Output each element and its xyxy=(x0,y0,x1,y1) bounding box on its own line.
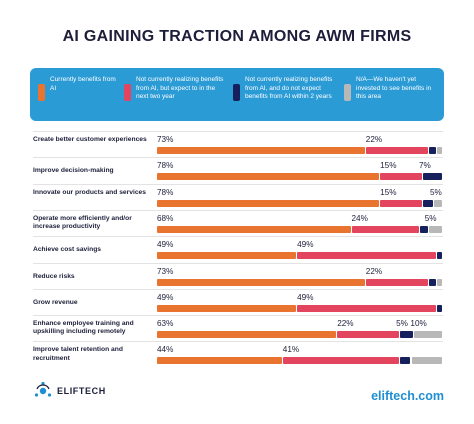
bar-segment xyxy=(351,225,420,233)
data-label: 22% xyxy=(365,266,383,276)
legend-label: N/A—We haven't yet invested to see benef… xyxy=(356,76,432,100)
bar-segment xyxy=(414,331,442,339)
data-label: 5% xyxy=(430,187,442,197)
data-label: 15% xyxy=(380,161,397,171)
legend-swatch xyxy=(124,84,131,101)
legend-label: Not currently realizing benefits from AI… xyxy=(136,76,224,100)
category-label: Achieve cost savings xyxy=(33,246,102,254)
bar-segment xyxy=(434,199,442,207)
bar-segment xyxy=(157,278,365,286)
data-label: 22% xyxy=(365,135,383,144)
data-label: 78% xyxy=(157,187,174,197)
row-divider xyxy=(33,131,443,132)
category-label: Grow revenue xyxy=(33,298,78,306)
data-label: 41% xyxy=(282,345,300,355)
bar-segment xyxy=(365,278,428,286)
data-label: 63% xyxy=(157,319,174,329)
bar-segment xyxy=(157,331,337,339)
bar-segment xyxy=(297,304,437,312)
bar-segment xyxy=(157,357,282,365)
bar-segment xyxy=(437,278,442,286)
row-divider xyxy=(33,341,443,343)
row-divider xyxy=(33,288,443,290)
row-divider xyxy=(33,183,443,185)
data-label: 22% xyxy=(337,319,354,329)
bar-segment xyxy=(157,173,380,181)
bar-segment xyxy=(337,331,400,339)
row-divider xyxy=(33,157,443,159)
data-label: 15% xyxy=(380,187,397,197)
legend-item-current: Currently benefits from AI xyxy=(38,76,118,101)
data-label: 49% xyxy=(297,240,314,250)
legend-swatch xyxy=(38,84,45,101)
row-divider xyxy=(33,209,443,211)
row-divider xyxy=(33,315,443,317)
bar-segment xyxy=(380,199,422,207)
bar-segment xyxy=(400,331,414,339)
data-label: 49% xyxy=(157,240,174,250)
eliftech-logo-icon xyxy=(34,381,52,397)
category-label: Reduce risks xyxy=(33,272,75,280)
bar-segment xyxy=(157,147,365,154)
bar-segment xyxy=(297,252,437,260)
data-label: 10% xyxy=(410,319,427,329)
data-label: 44% xyxy=(157,345,174,355)
bar-segment xyxy=(437,252,442,260)
bar-segment xyxy=(428,278,437,286)
data-label: 5% xyxy=(424,213,437,223)
category-label: Enhance employee training and upskilling… xyxy=(33,320,134,336)
bar-segment xyxy=(428,147,437,154)
bar-segment xyxy=(365,147,428,154)
bar-segment xyxy=(157,199,380,207)
data-label: 73% xyxy=(157,266,174,276)
bar-segment xyxy=(411,357,442,365)
bar-segment xyxy=(400,357,411,365)
category-label: Improve talent retention and recruitment xyxy=(33,346,123,362)
data-label: 78% xyxy=(157,161,174,171)
brand-name: ELIFTECH xyxy=(57,386,106,396)
data-label: 68% xyxy=(157,213,174,223)
legend: Currently benefits from AI Not currently… xyxy=(30,68,444,121)
legend-item-na: N/A—We haven't yet invested to see benef… xyxy=(344,76,440,102)
category-label: Improve decision-making xyxy=(33,167,114,175)
data-label: 24% xyxy=(351,213,368,223)
legend-swatch xyxy=(344,84,351,101)
bar-segment xyxy=(423,173,442,181)
bar-segment xyxy=(428,225,442,233)
bar-segment xyxy=(423,199,434,207)
bar-segment xyxy=(157,304,297,312)
legend-item-expect: Not currently realizing benefits from AI… xyxy=(124,76,228,102)
row-divider xyxy=(33,262,443,264)
bar-segment xyxy=(380,173,422,181)
bar-segment xyxy=(157,225,351,233)
legend-swatch xyxy=(233,84,240,101)
category-label: Innovate our products and services xyxy=(33,188,146,196)
legend-label: Currently benefits from AI xyxy=(50,76,116,92)
bar-segment xyxy=(282,357,400,365)
row-divider xyxy=(33,236,443,238)
data-label: 5% xyxy=(396,319,408,329)
website-link[interactable]: eliftech.com xyxy=(371,389,444,403)
category-label: Operate more efficiently and/or increase… xyxy=(33,214,132,231)
category-label: Create better customer experiences xyxy=(33,136,147,143)
bar-segment xyxy=(157,252,297,260)
bar-segment xyxy=(437,147,442,154)
data-label: 7% xyxy=(419,161,431,171)
data-label: 49% xyxy=(157,292,174,302)
data-label: 49% xyxy=(297,292,314,302)
bar-segment xyxy=(437,304,442,312)
bar-segment xyxy=(420,225,428,233)
data-label: 73% xyxy=(157,135,174,144)
brand-logo: ELIFTECH xyxy=(33,381,106,401)
legend-label: Not currently realizing benefits from AI… xyxy=(245,76,333,100)
legend-item-not-expect: Not currently realizing benefits from AI… xyxy=(233,76,337,102)
chart-title: AI GAINING TRACTION AMONG AWM FIRMS xyxy=(62,28,412,45)
